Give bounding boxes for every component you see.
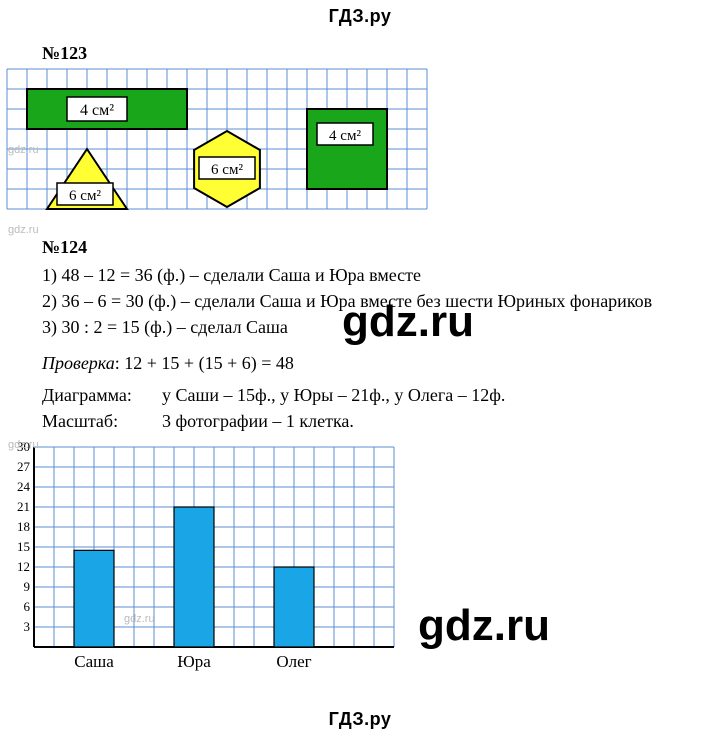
ex123-shapes-figure: 4 см²6 см²6 см²4 см² gdz.ru gdz.ru: [6, 68, 720, 215]
diagram-label: Диаграмма:: [42, 382, 162, 408]
svg-text:3: 3: [24, 619, 31, 634]
svg-text:27: 27: [17, 459, 31, 474]
ex124-solution: 1) 48 – 12 = 36 (ф.) – сделали Саша и Юр…: [42, 262, 720, 340]
svg-text:Саша: Саша: [74, 652, 114, 671]
svg-text:9: 9: [24, 579, 31, 594]
svg-text:4 см²: 4 см²: [80, 102, 114, 119]
ex124-check: Проверка: 12 + 15 + (15 + 6) = 48: [42, 350, 720, 376]
watermark-small: gdz.ru: [8, 224, 39, 236]
watermark-big: gdz.ru: [418, 601, 550, 651]
check-expr: : 12 + 15 + (15 + 6) = 48: [115, 353, 294, 373]
svg-text:6 см²: 6 см²: [69, 188, 101, 204]
svg-text:4 см²: 4 см²: [329, 128, 361, 144]
watermark-small: gdz.ru: [8, 144, 39, 156]
scale-value: 3 фотографии – 1 клетка.: [162, 408, 354, 434]
watermark-big: gdz.ru: [342, 290, 474, 354]
svg-text:6: 6: [24, 599, 31, 614]
svg-text:Олег: Олег: [276, 652, 311, 671]
watermark-small: gdz.ru: [124, 613, 155, 625]
diagram-values: у Саши – 15ф., у Юры – 21ф., у Олега – 1…: [162, 382, 505, 408]
watermark-small: gdz.ru: [8, 439, 39, 451]
svg-text:12: 12: [17, 559, 30, 574]
scale-label: Масштаб:: [42, 408, 162, 434]
svg-text:6 см²: 6 см²: [211, 162, 243, 178]
svg-text:Юра: Юра: [177, 652, 211, 671]
svg-text:18: 18: [17, 519, 30, 534]
svg-text:15: 15: [17, 539, 30, 554]
ex123-heading: №123: [42, 43, 720, 64]
chart-svg: 36912151821242730СашаЮраОлег: [6, 441, 406, 673]
site-logo-top: ГДЗ.ру: [0, 0, 720, 27]
svg-text:21: 21: [17, 499, 30, 514]
ex124-line1: 1) 48 – 12 = 36 (ф.) – сделали Саша и Юр…: [42, 262, 720, 288]
ex124-chart: gdz.ru 36912151821242730СашаЮраОлег gdz.…: [6, 441, 720, 678]
ex124-meta: Диаграмма: у Саши – 15ф., у Юры – 21ф., …: [42, 382, 720, 434]
shapes-svg: 4 см² 6 см² 6 см² 4 см²: [6, 68, 428, 210]
site-logo-bottom: ГДЗ.ру: [0, 709, 720, 730]
ex124-heading: №124: [42, 237, 720, 258]
check-label: Проверка: [42, 353, 115, 373]
svg-text:24: 24: [17, 479, 31, 494]
